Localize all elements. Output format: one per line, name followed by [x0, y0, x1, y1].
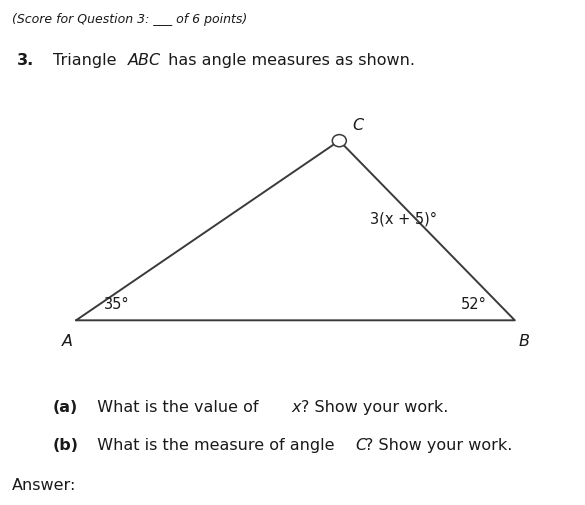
Text: What is the measure of angle: What is the measure of angle: [87, 437, 339, 452]
Text: A: A: [62, 333, 73, 348]
Circle shape: [332, 135, 346, 147]
Text: Answer:: Answer:: [12, 477, 76, 492]
Text: ? Show your work.: ? Show your work.: [365, 437, 512, 452]
Text: 3(x + 5)°: 3(x + 5)°: [370, 211, 437, 226]
Text: 35°: 35°: [104, 296, 130, 312]
Text: ABC: ABC: [128, 53, 161, 68]
Text: has angle measures as shown.: has angle measures as shown.: [163, 53, 415, 68]
Text: (a): (a): [53, 399, 78, 414]
Text: C: C: [352, 117, 363, 132]
Text: 52°: 52°: [461, 296, 487, 312]
Text: What is the value of: What is the value of: [87, 399, 263, 414]
Text: (b): (b): [53, 437, 78, 452]
Text: B: B: [518, 333, 529, 348]
Text: (Score for Question 3: ___ of 6 points): (Score for Question 3: ___ of 6 points): [12, 13, 247, 26]
Text: 3.: 3.: [16, 53, 33, 68]
Text: ? Show your work.: ? Show your work.: [301, 399, 448, 414]
Text: Triangle: Triangle: [53, 53, 121, 68]
Text: x: x: [291, 399, 301, 414]
Text: C: C: [356, 437, 367, 452]
